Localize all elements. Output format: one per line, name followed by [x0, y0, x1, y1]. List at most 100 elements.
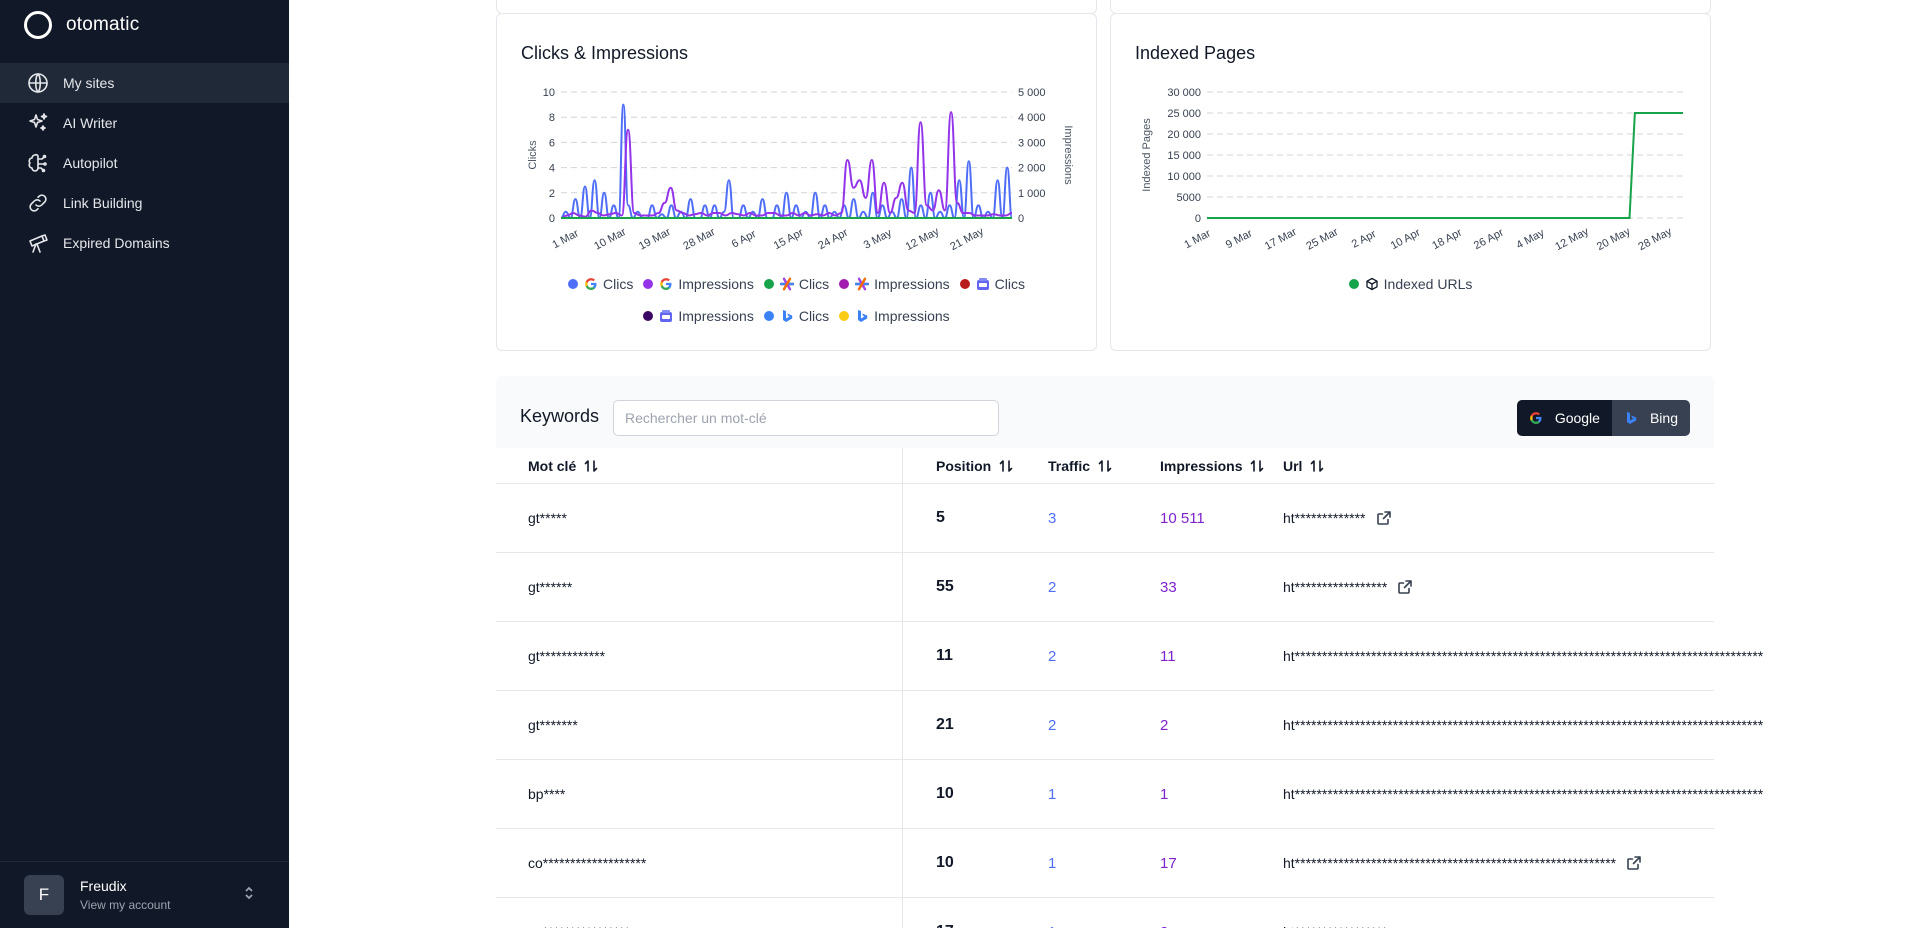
- y2-tick-label: 1 000: [1018, 188, 1046, 200]
- external-link-icon[interactable]: [1397, 579, 1413, 595]
- legend-item[interactable]: Indexed URLs: [1348, 268, 1473, 300]
- series-line-indexed-urls: [1207, 112, 1683, 219]
- legend-color-dot: [1348, 279, 1359, 289]
- position-cell: 11: [936, 647, 953, 664]
- column-header-impressions[interactable]: Impressions: [1160, 458, 1264, 474]
- column-header-url[interactable]: Url: [1283, 458, 1324, 474]
- sidebar-item-label: My sites: [63, 75, 115, 91]
- card-title: Indexed Pages: [1135, 43, 1256, 63]
- position-cell: 10: [936, 854, 954, 871]
- column-label: Impressions: [1160, 457, 1243, 474]
- table-row[interactable]: co******************* 10 1 17 ht************…: [496, 829, 1714, 898]
- keyword-search-input[interactable]: [613, 400, 999, 436]
- clicks-impressions-chart: 10 8 6 4 2 0 5 000 4 000 3 000 2 000 1 000 0 Clicks I…: [527, 87, 1074, 253]
- traffic-cell: 1: [1048, 785, 1057, 803]
- column-header-position[interactable]: Position: [936, 458, 1013, 474]
- position-cell: 10: [936, 785, 954, 802]
- legend-item[interactable]: Impressions: [643, 300, 754, 332]
- table-row[interactable]: gt****** 55 2 33 ht*****************: [496, 553, 1714, 622]
- sidebar-item-expired-domains[interactable]: Expired Domains: [0, 223, 289, 263]
- keyword-cell: co*******************: [528, 855, 647, 871]
- column-header-traffic[interactable]: Traffic: [1048, 458, 1112, 474]
- url-cell: ht**************************************…: [1283, 648, 1763, 664]
- legend-item[interactable]: Impressions: [839, 300, 950, 332]
- legend-item[interactable]: Clics: [568, 268, 633, 300]
- y-tick-label: 30 000: [1167, 87, 1201, 99]
- impressions-cell: 11: [1160, 647, 1176, 665]
- sidebar-item-ai-writer[interactable]: AI Writer: [0, 103, 289, 143]
- sidebar-item-my-sites[interactable]: My sites: [0, 63, 289, 103]
- url-text: ht**************************************…: [1283, 786, 1764, 802]
- clicks-impressions-card: Clicks & Impressions 10 8 6 4 2 0 5 000 4 000 3 …: [496, 13, 1097, 351]
- sidebar-item-label: Link Building: [63, 195, 143, 211]
- sidebar-item-label: Expired Domains: [63, 235, 170, 251]
- legend-label: Impressions: [678, 276, 754, 292]
- sidebar-nav: My sites AI Writer Autopilot Link Buildi…: [0, 63, 289, 263]
- keywords-panel: Keywords Google Bing: [496, 376, 1714, 448]
- legend-item[interactable]: Impressions: [839, 268, 950, 300]
- sidebar-item-link-building[interactable]: Link Building: [0, 183, 289, 223]
- y-tick-label: 10 000: [1167, 171, 1201, 183]
- y-tick-label: 2: [549, 188, 555, 200]
- x-tick-label: 28 May: [1636, 225, 1674, 253]
- keywords-table: Mot clé Position Traffic Impressions Url…: [496, 448, 1763, 928]
- naver-icon: [976, 277, 990, 291]
- x-tick-label: 28 Mar: [681, 226, 717, 253]
- legend-label: Clics: [798, 308, 830, 324]
- external-link-icon[interactable]: [1626, 855, 1642, 871]
- legend-item[interactable]: Clics: [763, 268, 829, 300]
- traffic-cell: 3: [1048, 509, 1057, 527]
- keyword-cell: gt******: [528, 579, 573, 595]
- keyword-cell: ac****************: [528, 924, 630, 928]
- view-account-link[interactable]: View my account: [80, 898, 171, 912]
- legend-color-dot: [763, 311, 774, 321]
- legend-item[interactable]: Clics: [959, 268, 1025, 300]
- brand-logo-icon: [24, 11, 52, 39]
- y-tick-label: 4: [549, 163, 555, 175]
- table-row[interactable]: gt******* 21 2 2 ht*************************…: [496, 691, 1763, 760]
- impressions-cell: 1: [1160, 785, 1169, 803]
- bing-engine-button[interactable]: Bing: [1611, 400, 1690, 436]
- y2-axis-label: Impressions: [1062, 125, 1074, 185]
- x-tick-label: 10 Apr: [1389, 226, 1423, 252]
- bing-icon: [855, 309, 869, 323]
- legend-item[interactable]: Clics: [763, 300, 830, 332]
- sort-icon: [1098, 459, 1112, 473]
- google-engine-button[interactable]: Google: [1516, 400, 1612, 436]
- keyword-cell: gt************: [528, 648, 606, 664]
- google-icon: [584, 277, 598, 291]
- table-row[interactable]: bp**** 10 1 1 ht****************************…: [496, 760, 1763, 829]
- google-engine-label: Google: [1554, 410, 1600, 426]
- url-text: ht**************************************…: [1283, 855, 1617, 871]
- x-tick-label: 24 Apr: [816, 226, 850, 252]
- series-line-google-clics: [560, 103, 1013, 220]
- brand-name: otomatic: [66, 14, 140, 35]
- x-tick-label: 12 May: [1553, 225, 1591, 253]
- brand[interactable]: otomatic: [0, 0, 289, 50]
- url-text: ht*****************: [1283, 579, 1388, 595]
- legend-label: Indexed URLs: [1383, 276, 1473, 292]
- keyword-cell: gt*******: [528, 717, 578, 733]
- x-tick-label: 2 Apr: [1350, 228, 1379, 251]
- keyword-cell: bp****: [528, 786, 566, 802]
- column-header-keyword[interactable]: Mot clé: [528, 458, 598, 474]
- series-line-google-impressions: [560, 111, 1013, 219]
- table-row[interactable]: gt************ 11 2 11 ht*******************…: [496, 622, 1763, 691]
- table-row[interactable]: ac**************** 17 1 2 ht****************…: [496, 898, 1714, 928]
- naver-icon: [659, 309, 673, 323]
- table-row[interactable]: gt***** 5 3 10 511 ht*************: [496, 484, 1714, 553]
- position-cell: 55: [936, 578, 954, 595]
- account-toggle[interactable]: [241, 885, 261, 905]
- sidebar-item-autopilot[interactable]: Autopilot: [0, 143, 289, 183]
- account-menu[interactable]: F Freudix View my account: [0, 861, 289, 928]
- y2-tick-label: 0: [1018, 213, 1024, 225]
- external-link-icon[interactable]: [1376, 510, 1392, 526]
- y-tick-label: 15 000: [1167, 150, 1201, 162]
- legend-item[interactable]: Impressions: [643, 268, 754, 300]
- sidebar-item-label: AI Writer: [63, 115, 118, 131]
- x-tick-label: 21 May: [948, 225, 986, 253]
- telescope-icon: [29, 234, 48, 253]
- column-label: Position: [936, 457, 992, 474]
- x-tick-label: 17 Mar: [1263, 226, 1299, 253]
- bing-icon: [1624, 411, 1638, 425]
